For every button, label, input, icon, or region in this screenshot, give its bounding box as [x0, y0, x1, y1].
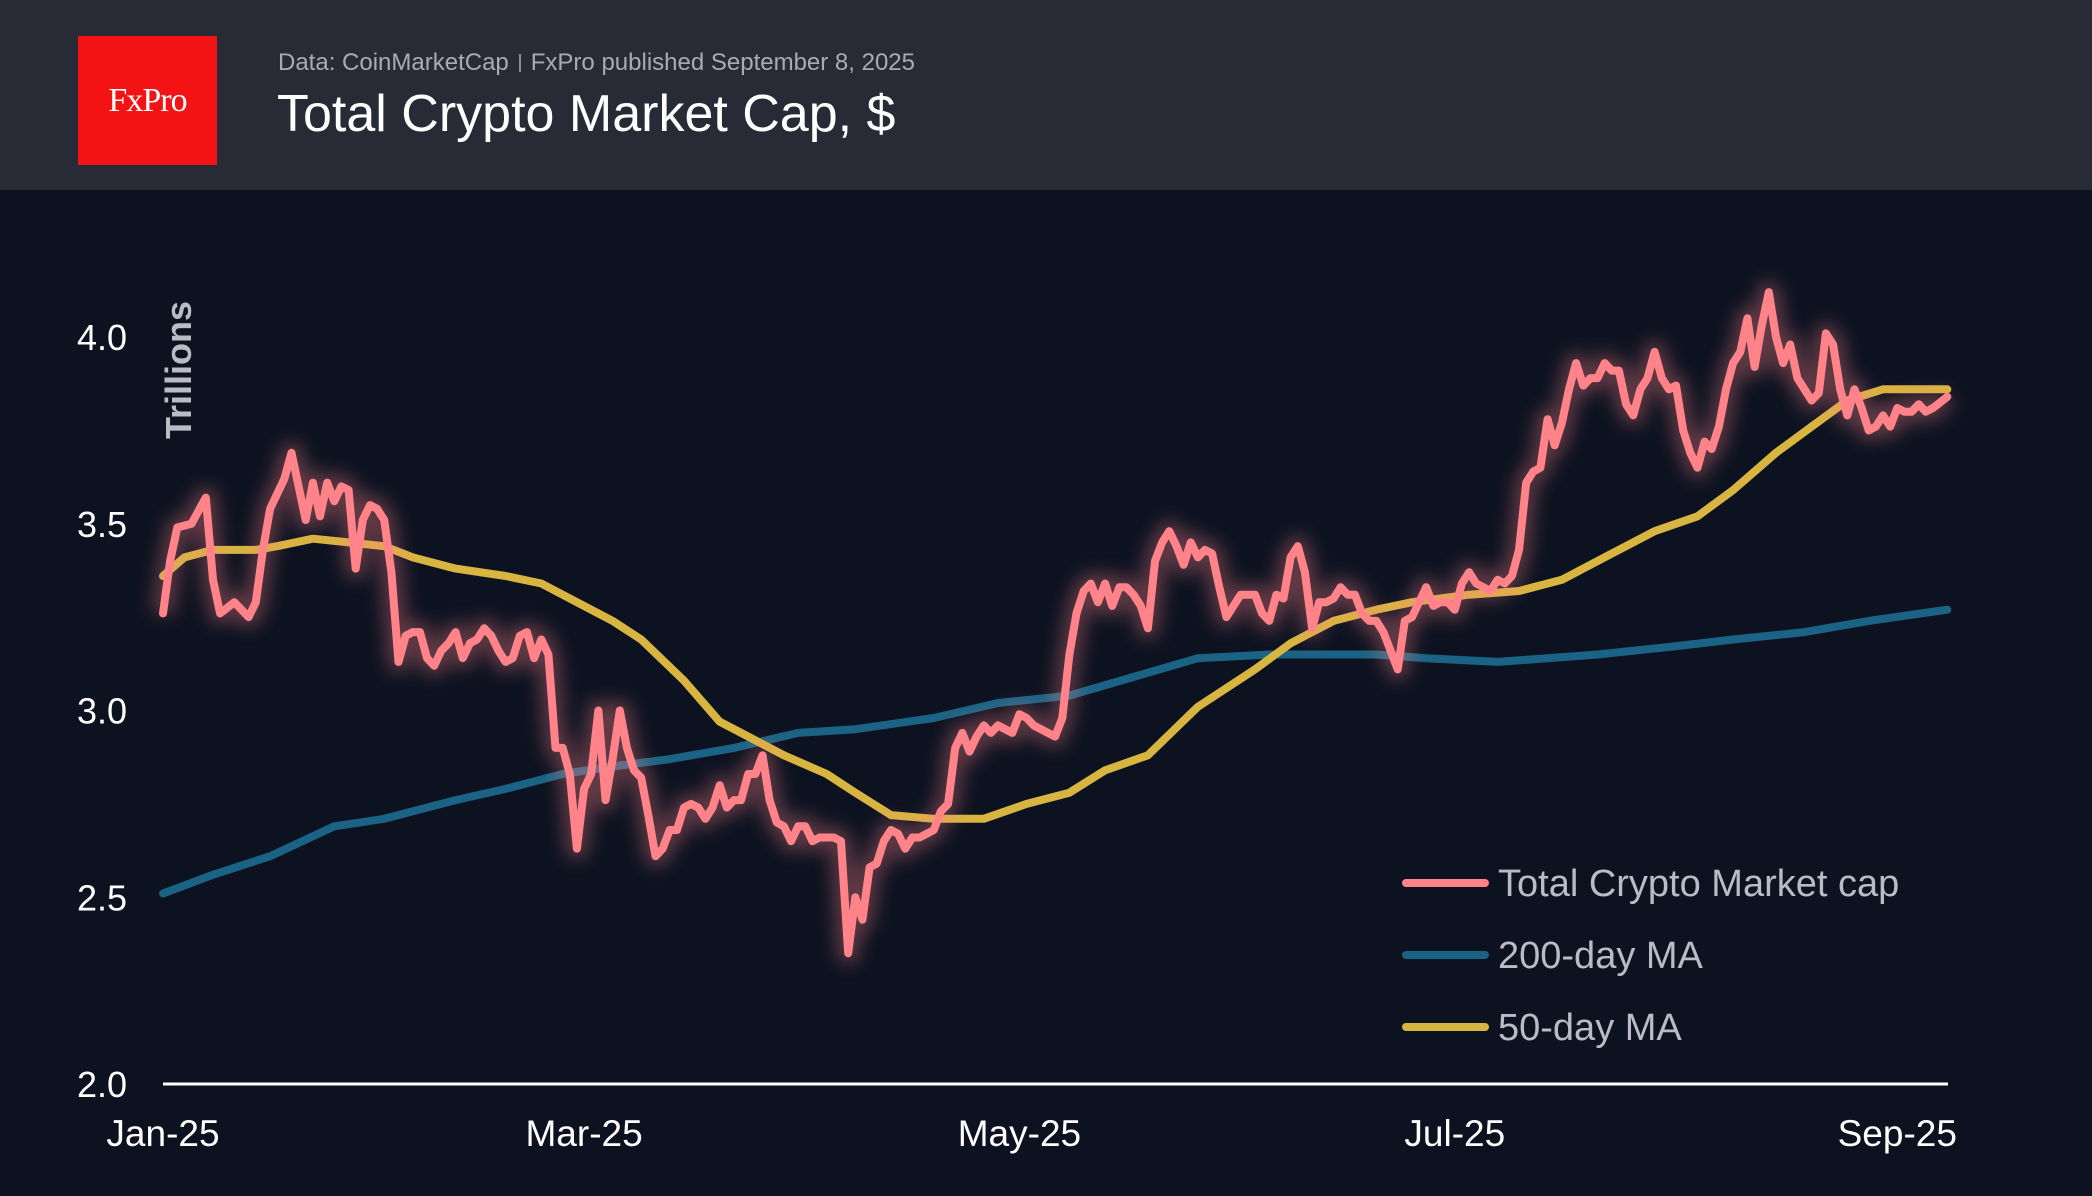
x-tick-label: Sep-25 [1838, 1113, 1957, 1154]
source-line: Data: CoinMarketCap FxPro published Septe… [278, 49, 915, 77]
logo-text: FxPro [108, 81, 187, 119]
y-tick-label: 2.0 [77, 1064, 127, 1105]
series-line-50-day-ma [159, 385, 1952, 823]
x-tick-label: May-25 [958, 1113, 1081, 1154]
legend-label: 50-day MA [1498, 1007, 1682, 1049]
y-tick-label: 3.5 [77, 504, 127, 545]
y-axis-label: Trillions [158, 301, 199, 439]
chart-title: Total Crypto Market Cap, $ [277, 85, 896, 143]
series-line-200-day-ma [159, 605, 1952, 898]
x-axis: Jan-25 Mar-25 May-25 Jul-25 Sep-25 [106, 1113, 1957, 1154]
publisher-note: FxPro published September 8, 2025 [530, 49, 915, 76]
data-source: Data: CoinMarketCap [278, 49, 509, 76]
divider [518, 54, 521, 72]
chart-header: FxPro Data: CoinMarketCap FxPro published… [0, 0, 2092, 190]
y-tick-label: 2.5 [77, 877, 127, 918]
x-tick-label: Jan-25 [106, 1113, 219, 1154]
y-tick-label: 4.0 [77, 317, 127, 358]
series-lines [152, 281, 1955, 965]
legend-label: 200-day MA [1498, 935, 1704, 977]
legend-label: Total Crypto Market cap [1498, 863, 1899, 905]
x-tick-label: Mar-25 [525, 1113, 642, 1154]
y-tick-label: 3.0 [77, 691, 127, 732]
fxpro-logo: FxPro [78, 36, 217, 165]
legend: Total Crypto Market cap 200-day MA 50-day … [1402, 863, 1899, 1049]
series-line-total-crypto-market-cap [159, 288, 1952, 958]
y-axis: 2.0 2.5 3.0 3.5 4.0 [77, 317, 127, 1105]
x-tick-label: Jul-25 [1404, 1113, 1505, 1154]
